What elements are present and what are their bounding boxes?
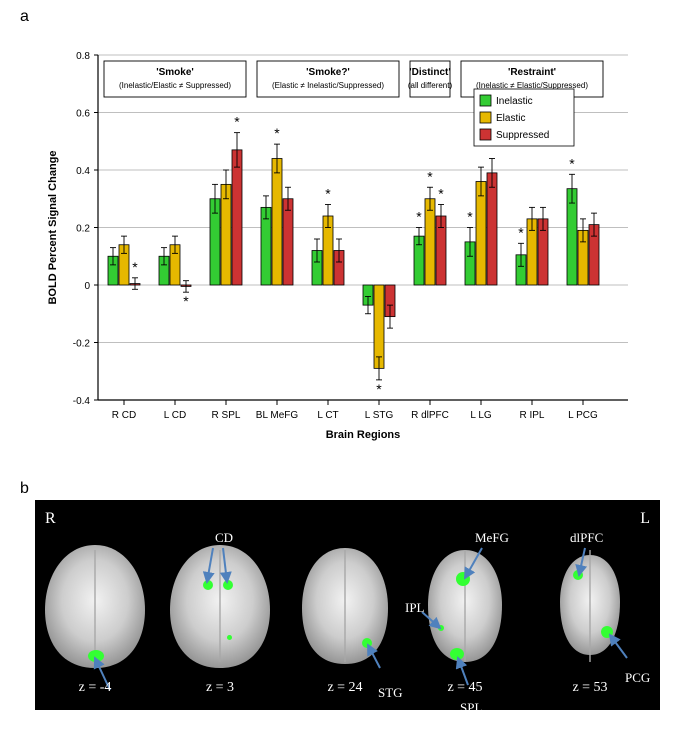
z-label: z = -4 <box>40 680 150 696</box>
svg-text:*: * <box>416 209 422 225</box>
z-label: z = 53 <box>535 680 645 696</box>
bar <box>232 150 242 285</box>
svg-text:0.2: 0.2 <box>76 224 90 235</box>
svg-text:*: * <box>467 209 473 225</box>
roi-label: IPL <box>405 600 425 616</box>
svg-text:BL MeFG: BL MeFG <box>256 410 299 421</box>
svg-text:*: * <box>132 259 138 275</box>
svg-text:0.6: 0.6 <box>76 109 90 120</box>
z-label: z = 3 <box>165 680 275 696</box>
svg-text:BOLD Percent Signal Change: BOLD Percent Signal Change <box>47 150 59 304</box>
bar <box>221 184 231 285</box>
roi-label: MeFG <box>475 530 509 546</box>
brain-slice <box>410 540 520 670</box>
svg-text:L PCG: L PCG <box>568 410 598 421</box>
figure-container: a -0.4 -0.2 0 0.2 0.4 0.6 0.8 BOLD Percent Sign… <box>0 0 697 748</box>
brain-slice <box>290 540 400 670</box>
side-label-left: L <box>640 510 650 528</box>
svg-text:*: * <box>569 155 575 171</box>
bar <box>487 173 497 285</box>
svg-text:(all different): (all different) <box>408 81 453 90</box>
svg-text:L STG: L STG <box>365 410 394 421</box>
svg-text:R dlPFC: R dlPFC <box>411 410 449 421</box>
z-label: z = 45 <box>410 680 520 696</box>
svg-text:R SPL: R SPL <box>212 410 241 421</box>
roi-label: SPL <box>460 700 482 716</box>
brain-slice <box>535 540 645 670</box>
svg-text:*: * <box>376 381 382 397</box>
svg-text:R CD: R CD <box>112 410 136 421</box>
svg-text:L CT: L CT <box>317 410 338 421</box>
panel-b-label: b <box>20 480 29 498</box>
panel-a-label: a <box>20 8 29 26</box>
svg-text:'Smoke?': 'Smoke?' <box>306 67 350 78</box>
roi-label: CD <box>215 530 233 546</box>
svg-text:(Inelastic/Elastic ≠ Suppresse: (Inelastic/Elastic ≠ Suppressed) <box>119 81 231 90</box>
bar <box>272 159 282 286</box>
brain-slice <box>165 540 275 670</box>
svg-text:L LG: L LG <box>470 410 492 421</box>
side-label-right: R <box>45 510 56 528</box>
svg-text:-0.4: -0.4 <box>73 396 91 407</box>
svg-text:Inelastic: Inelastic <box>496 96 533 107</box>
svg-text:-0.2: -0.2 <box>73 339 91 350</box>
bar <box>374 285 384 368</box>
svg-text:*: * <box>518 224 524 240</box>
svg-text:*: * <box>427 168 433 184</box>
roi-label: LG <box>115 710 132 726</box>
svg-text:0.4: 0.4 <box>76 166 90 177</box>
z-label: z = 24 <box>290 680 400 696</box>
bar-chart: -0.4 -0.2 0 0.2 0.4 0.6 0.8 BOLD Percent Signal… <box>30 25 650 465</box>
bar <box>425 199 435 285</box>
roi-label: dlPFC <box>570 530 603 546</box>
brain-slice <box>40 540 150 670</box>
svg-text:'Restraint': 'Restraint' <box>508 67 556 78</box>
svg-text:0.8: 0.8 <box>76 51 90 62</box>
svg-text:*: * <box>325 186 331 202</box>
svg-text:R IPL: R IPL <box>519 410 544 421</box>
svg-text:*: * <box>438 186 444 202</box>
svg-text:*: * <box>183 293 189 309</box>
svg-text:0: 0 <box>84 281 90 292</box>
svg-text:Elastic: Elastic <box>496 113 525 124</box>
svg-text:Suppressed: Suppressed <box>496 130 549 141</box>
svg-text:'Smoke': 'Smoke' <box>156 67 194 78</box>
svg-text:(Elastic ≠ Inelastic/Suppresse: (Elastic ≠ Inelastic/Suppressed) <box>272 81 384 90</box>
bar <box>283 199 293 285</box>
svg-text:L CD: L CD <box>164 410 186 421</box>
bar <box>476 182 486 286</box>
svg-text:'Distinct': 'Distinct' <box>409 67 450 78</box>
brain-panel: R L LGz = -4CDz = 3STGz = 24MeFGIPLSPLz … <box>35 500 660 710</box>
svg-text:*: * <box>274 125 280 141</box>
svg-text:*: * <box>234 114 240 130</box>
svg-text:Brain Regions: Brain Regions <box>326 429 401 441</box>
